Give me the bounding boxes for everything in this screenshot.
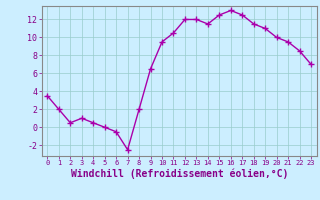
X-axis label: Windchill (Refroidissement éolien,°C): Windchill (Refroidissement éolien,°C) [70, 169, 288, 179]
